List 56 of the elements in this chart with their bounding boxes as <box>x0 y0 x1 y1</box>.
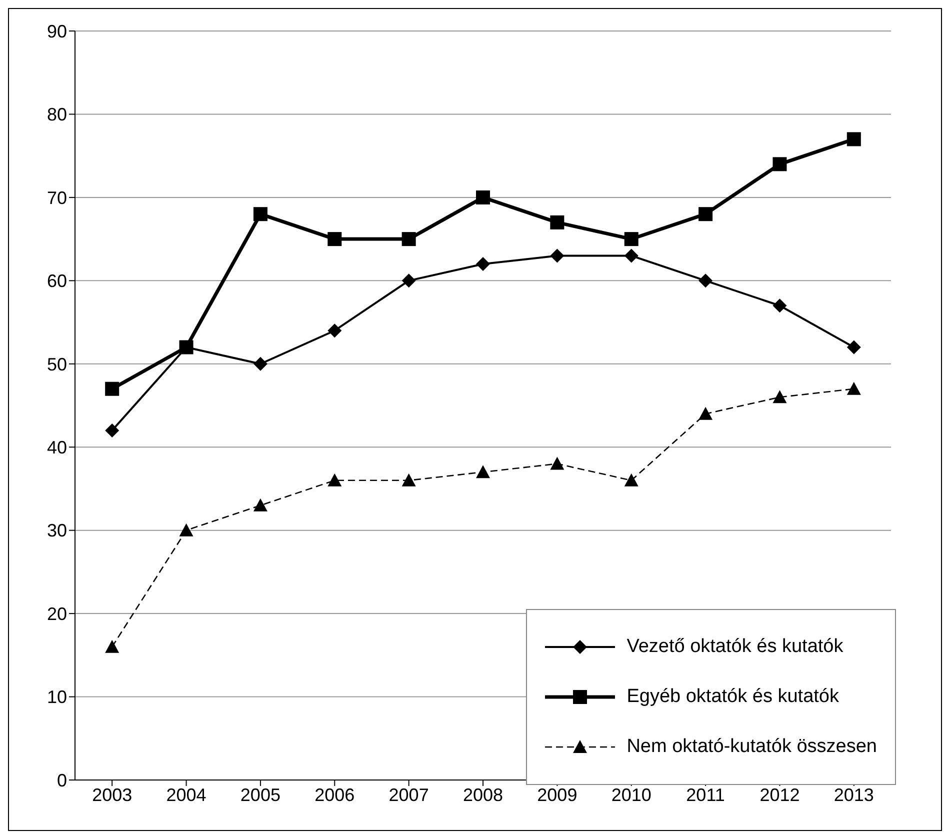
x-tick-label: 2006 <box>314 784 355 805</box>
y-tick-label: 90 <box>46 21 67 42</box>
y-tick-label: 0 <box>56 770 67 790</box>
point <box>253 207 268 222</box>
y-tick-label: 80 <box>46 104 67 125</box>
y-tick-label: 50 <box>46 354 67 374</box>
x-tick-label: 2009 <box>537 784 578 805</box>
point <box>772 298 787 313</box>
point <box>772 390 787 404</box>
x-tick-label: 2012 <box>760 784 800 805</box>
point <box>624 232 638 246</box>
point <box>550 248 564 263</box>
point <box>476 465 490 478</box>
point <box>328 473 342 486</box>
point <box>105 640 120 653</box>
x-tick-label: 2010 <box>611 784 652 805</box>
y-tick-label: 40 <box>46 438 67 458</box>
x-tick-label: 2011 <box>686 784 725 805</box>
x-tick-label: 2005 <box>240 784 280 805</box>
y-tick-label: 70 <box>46 188 67 208</box>
point <box>698 207 713 222</box>
point <box>253 356 268 371</box>
point <box>772 157 787 172</box>
point <box>476 257 490 272</box>
point <box>402 232 416 246</box>
point <box>105 423 120 438</box>
point <box>476 190 490 204</box>
point <box>179 523 194 536</box>
point <box>846 340 861 354</box>
point <box>698 406 713 420</box>
point <box>846 132 861 146</box>
point <box>846 382 861 395</box>
legend-label: Egyéb oktatók és kutatók <box>626 686 839 708</box>
x-tick-label: 2003 <box>92 784 132 805</box>
y-tick-label: 10 <box>46 687 67 708</box>
point <box>253 498 268 512</box>
x-tick-label: 2008 <box>462 784 504 805</box>
x-tick-label: 2013 <box>834 784 874 805</box>
point <box>550 456 564 470</box>
y-tick-label: 20 <box>46 604 67 624</box>
point <box>402 274 416 288</box>
point <box>179 340 194 354</box>
x-tick-label: 2007 <box>388 784 429 805</box>
point <box>550 215 564 230</box>
legend-label: Vezető oktatók és kutatók <box>626 636 844 658</box>
point <box>328 324 342 338</box>
point <box>328 232 342 246</box>
point <box>698 274 713 288</box>
y-tick-label: 30 <box>46 520 67 541</box>
y-tick-label: 60 <box>46 271 67 292</box>
legend-label: Nem oktató-kutatók összesen <box>626 736 877 758</box>
point <box>402 473 416 486</box>
x-tick-label: 2004 <box>166 784 206 805</box>
point <box>624 473 638 486</box>
point <box>624 248 638 263</box>
point <box>105 382 120 396</box>
